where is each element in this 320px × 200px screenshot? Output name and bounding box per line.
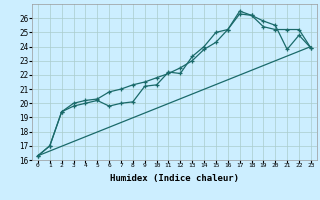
X-axis label: Humidex (Indice chaleur): Humidex (Indice chaleur) [110, 174, 239, 183]
